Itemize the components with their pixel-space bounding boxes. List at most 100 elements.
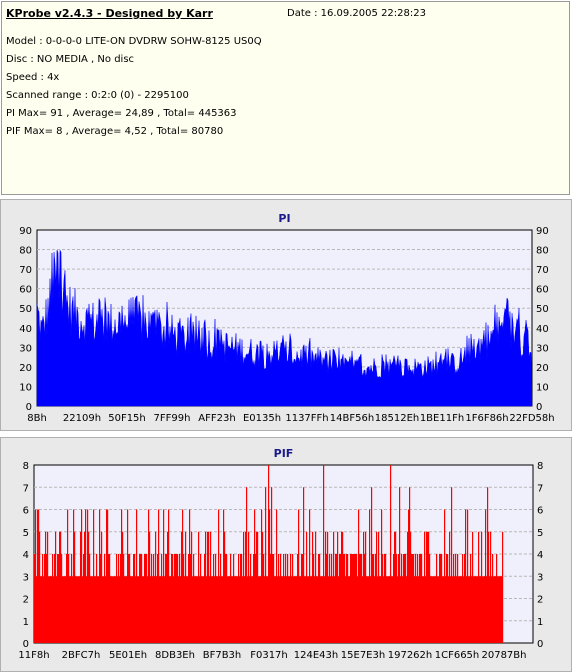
pif-bar: [177, 554, 179, 643]
pif-bar: [299, 576, 301, 643]
pif-bar: [193, 554, 195, 643]
pif-bar: [435, 576, 437, 643]
pif-bar: [341, 531, 343, 643]
pi-series: [36, 249, 533, 407]
pif-bar: [478, 531, 480, 643]
pif-bar: [88, 531, 90, 643]
pif-bar: [256, 531, 258, 643]
y-tick-label-right: 5: [537, 528, 543, 539]
pif-bar: [436, 554, 438, 643]
pif-bar: [304, 576, 306, 643]
x-tick-label: 14BF56h: [330, 413, 374, 424]
pif-bar: [444, 509, 446, 643]
y-tick-label-left: 10: [19, 382, 32, 393]
pif-bar: [266, 576, 268, 643]
pif-bar: [208, 531, 210, 643]
pif-bar: [225, 554, 227, 643]
y-tick-label-left: 4: [23, 550, 29, 561]
pif-bar: [247, 576, 249, 643]
pif-bar: [188, 554, 190, 643]
pif-bar: [158, 509, 160, 643]
pif-bar: [302, 554, 304, 643]
pif-bar: [259, 576, 261, 643]
pif-bar: [87, 509, 89, 643]
pif-bar: [447, 554, 449, 643]
pif-bar: [140, 554, 142, 643]
pif-bar: [51, 576, 53, 643]
pif-bar: [165, 554, 167, 643]
pif-bar: [79, 576, 81, 643]
pif-bar: [407, 531, 409, 643]
pif-bar: [125, 576, 127, 643]
pif-bar: [329, 554, 331, 643]
pif-bar: [273, 554, 275, 643]
pif-bar: [319, 554, 321, 643]
pif-bar: [46, 554, 48, 643]
pif-bar: [232, 576, 234, 643]
pif-bar: [282, 576, 284, 643]
pif-bar: [400, 576, 402, 643]
pif-bar: [263, 554, 265, 643]
pif-bar: [137, 576, 139, 643]
pif-bar: [121, 509, 123, 643]
pif-bar: [321, 576, 323, 643]
pif-bar: [294, 576, 296, 643]
pif-bar: [186, 576, 188, 643]
pif-bar: [122, 531, 124, 643]
pif-bar: [333, 531, 335, 643]
pif-bar: [313, 554, 315, 643]
pif-bar: [58, 554, 60, 643]
pif-bar: [132, 576, 134, 643]
pif-bar: [207, 531, 209, 643]
pif-bar: [457, 554, 459, 643]
pif-bar: [342, 531, 344, 643]
pif-bar: [98, 576, 100, 643]
pif-bar: [480, 576, 482, 643]
pif-bar: [458, 576, 460, 643]
pif-bar: [136, 509, 138, 643]
pif-bar: [467, 509, 469, 643]
pif-bar: [410, 531, 412, 643]
pif-bar: [234, 576, 236, 643]
pif-bar: [220, 554, 222, 643]
pif-bar: [169, 576, 171, 643]
pif-bar: [64, 576, 66, 643]
y-tick-label-right: 0: [536, 402, 542, 413]
pif-bar: [466, 576, 468, 643]
pif-bar: [63, 576, 65, 643]
pif-bar: [212, 576, 214, 643]
pif-bar: [152, 576, 154, 643]
pif-bar: [464, 554, 466, 643]
pif-bar: [288, 576, 290, 643]
pif-bar: [452, 576, 454, 643]
pif-bar: [499, 576, 501, 643]
pif-bar: [268, 465, 270, 643]
pif-bar: [405, 554, 407, 643]
pif-bar: [106, 509, 108, 643]
pif-bar: [363, 531, 365, 643]
y-tick-label-right: 4: [537, 550, 543, 561]
pif-bar: [476, 576, 478, 643]
pif-bar: [372, 554, 374, 643]
pif-bar: [323, 465, 325, 643]
pif-bar: [459, 576, 461, 643]
y-tick-label-left: 0: [26, 402, 32, 413]
x-tick-label: 50F15h: [108, 413, 146, 424]
pif-bar: [229, 576, 231, 643]
pif-bar: [187, 576, 189, 643]
pif-bar: [277, 576, 279, 643]
x-tick-label: 1F6F86h: [465, 413, 508, 424]
y-tick-label-right: 2: [537, 595, 543, 606]
pif-bar: [348, 576, 350, 643]
pif-bar: [84, 531, 86, 643]
pif-bar: [244, 576, 246, 643]
pif-bar: [462, 554, 464, 643]
pif-bar: [253, 554, 255, 643]
pif-bar: [203, 576, 205, 643]
pif-bar: [116, 554, 118, 643]
y-tick-label-left: 70: [19, 265, 32, 276]
pif-bar: [34, 554, 36, 643]
pif-bar: [364, 554, 366, 643]
pif-bar: [109, 554, 111, 643]
pif-bar: [298, 509, 300, 643]
